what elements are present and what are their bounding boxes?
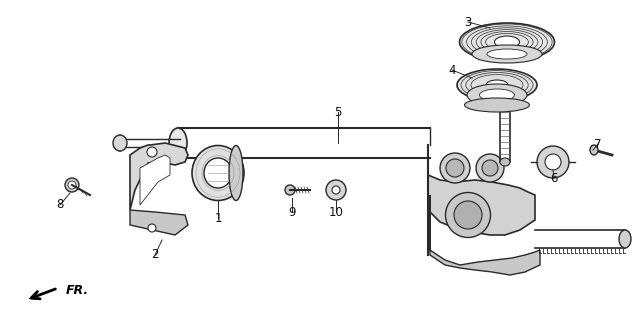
Text: 4: 4 [448,63,456,77]
Polygon shape [428,148,535,235]
Text: 3: 3 [464,16,472,28]
Text: 2: 2 [151,249,159,262]
Text: 5: 5 [334,106,342,118]
Ellipse shape [457,69,537,101]
Ellipse shape [467,84,527,106]
Polygon shape [130,210,188,235]
Text: 1: 1 [214,211,221,225]
Circle shape [148,224,156,232]
Text: 7: 7 [595,137,602,151]
Circle shape [68,181,76,189]
Ellipse shape [445,192,490,238]
Text: 6: 6 [550,172,557,184]
Ellipse shape [537,146,569,178]
Ellipse shape [476,154,504,182]
Ellipse shape [590,145,598,155]
Ellipse shape [465,98,529,112]
Ellipse shape [113,135,127,151]
Circle shape [326,180,346,200]
Circle shape [332,186,340,194]
Text: 9: 9 [288,205,296,219]
Circle shape [285,185,295,195]
Ellipse shape [545,154,561,170]
Text: 10: 10 [328,205,344,219]
Text: FR.: FR. [66,284,89,296]
Text: 8: 8 [56,198,64,211]
Polygon shape [130,143,188,210]
Ellipse shape [487,49,527,59]
Ellipse shape [495,36,520,48]
Polygon shape [430,195,540,275]
Ellipse shape [192,145,244,201]
Ellipse shape [169,128,187,158]
Ellipse shape [482,160,498,176]
Ellipse shape [204,158,232,188]
Ellipse shape [446,159,464,177]
Ellipse shape [619,230,631,248]
Ellipse shape [500,158,510,166]
Ellipse shape [486,80,508,90]
Circle shape [65,178,79,192]
Ellipse shape [440,153,470,183]
Ellipse shape [479,89,515,101]
Ellipse shape [472,45,542,63]
Polygon shape [140,155,170,205]
Ellipse shape [454,201,482,229]
Ellipse shape [229,145,243,201]
Ellipse shape [460,23,554,61]
Circle shape [147,147,157,157]
